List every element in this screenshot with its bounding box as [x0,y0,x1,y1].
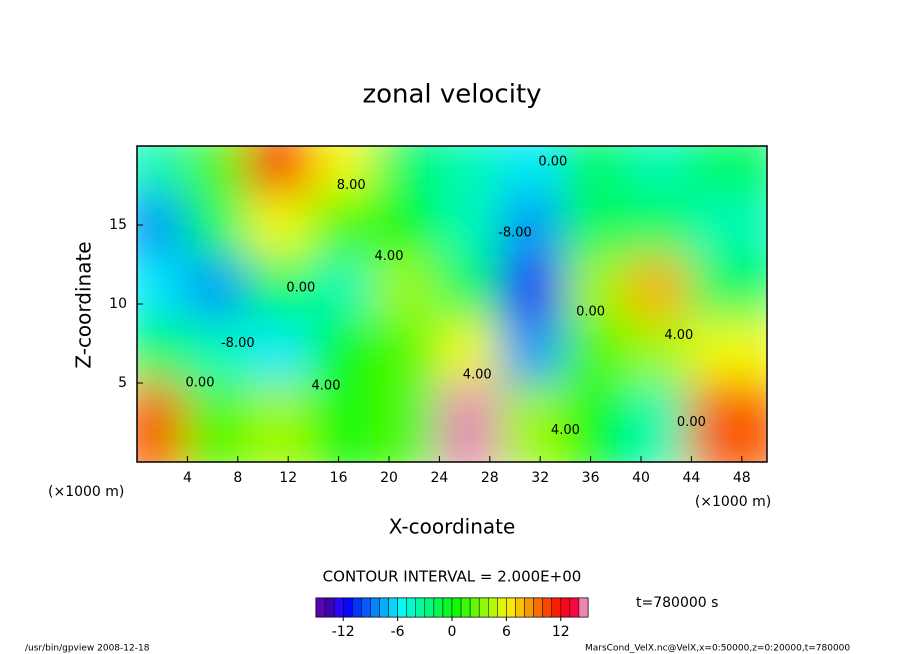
colorbar-cell [333,597,344,618]
contour-label: 0.00 [677,415,706,430]
x-tick-label: 40 [632,470,650,486]
contour-label: 4.00 [551,423,580,438]
x-tick-label: 28 [481,470,499,486]
colorbar-cell [488,597,498,618]
colorbar-cell [406,597,416,618]
contour-label: -8.00 [498,225,532,240]
colorbar-cell [415,597,426,618]
contour-label: 4.00 [664,328,693,343]
x-tick-label: 36 [582,470,600,486]
colorbar-cell [397,597,407,618]
colorbar-cell [361,597,371,618]
colorbar-cell [460,597,471,618]
colorbar-tick-label: -12 [332,624,355,640]
colorbar-cell [551,597,562,618]
colorbar-cell [424,597,435,618]
field [137,146,767,462]
time-label: t=780000 s [636,595,718,611]
colorbar-tick-label: 0 [448,624,457,640]
x-tick-label: 12 [279,470,297,486]
y-tick-label: 5 [118,375,127,391]
colorbar-cell [542,597,552,618]
x-unit-left: (×1000 m) [48,484,124,500]
x-tick-label: 32 [531,470,549,486]
x-tick-label: 48 [733,470,751,486]
colorbar-cell [569,597,580,618]
colorbar-cell [524,597,534,618]
colorbar-cell [478,597,489,618]
footer-right: MarsCond_VelX.nc@VelX,x=0:50000,z=0:2000… [585,644,850,654]
x-tick-label: 8 [233,470,242,486]
contour-label: 8.00 [337,178,366,193]
x-tick-label: 20 [380,470,398,486]
contour-label: 4.00 [312,379,341,394]
colorbar-cell [497,597,507,618]
y-axis-label: Z-coordinate [72,241,96,368]
contour-label: 0.00 [286,281,315,296]
x-axis-label: X-coordinate [389,515,516,539]
colorbar-cell [560,597,571,618]
colorbar-cell [388,597,398,618]
contour-label: 0.00 [538,154,567,169]
contour-label: 4.00 [463,368,492,383]
x-tick-label: 4 [183,470,192,486]
colorbar-cell [352,597,362,618]
colorbar-cell [451,597,462,618]
contour-label: 4.00 [375,249,404,264]
contour-label: 0.00 [186,376,215,391]
contour-label: -8.00 [221,336,255,351]
y-tick-label: 10 [109,296,127,312]
field-cell [688,383,767,462]
colorbar-cell [533,597,543,618]
colorbar-cell [515,597,525,618]
y-tick-label: 15 [109,217,127,233]
x-tick-label: 24 [430,470,448,486]
contour-label: 0.00 [576,304,605,319]
colorbar-cell [469,597,480,618]
colorbar-cell [442,597,453,618]
contour-interval: CONTOUR INTERVAL = 2.000E+00 [323,568,582,586]
x-tick-label: 16 [330,470,348,486]
footer-left: /usr/bin/gpview 2008-12-18 [25,644,150,654]
x-tick-label: 44 [682,470,700,486]
colorbar-tick-label: -6 [391,624,405,640]
colorbar-cell [506,597,516,618]
colorbar-cell [342,597,353,618]
colorbar-cell [379,597,389,618]
x-unit-right: (×1000 m) [695,494,771,510]
colorbar-cell [433,597,444,618]
colorbar-cell [370,597,380,618]
colorbar-cell [324,597,335,618]
colorbar-cell [315,597,326,618]
chart-title: zonal velocity [362,80,541,110]
colorbar-tick-label: 6 [502,624,511,640]
colorbar-cell [578,597,589,618]
colorbar-tick-label: 12 [552,624,570,640]
